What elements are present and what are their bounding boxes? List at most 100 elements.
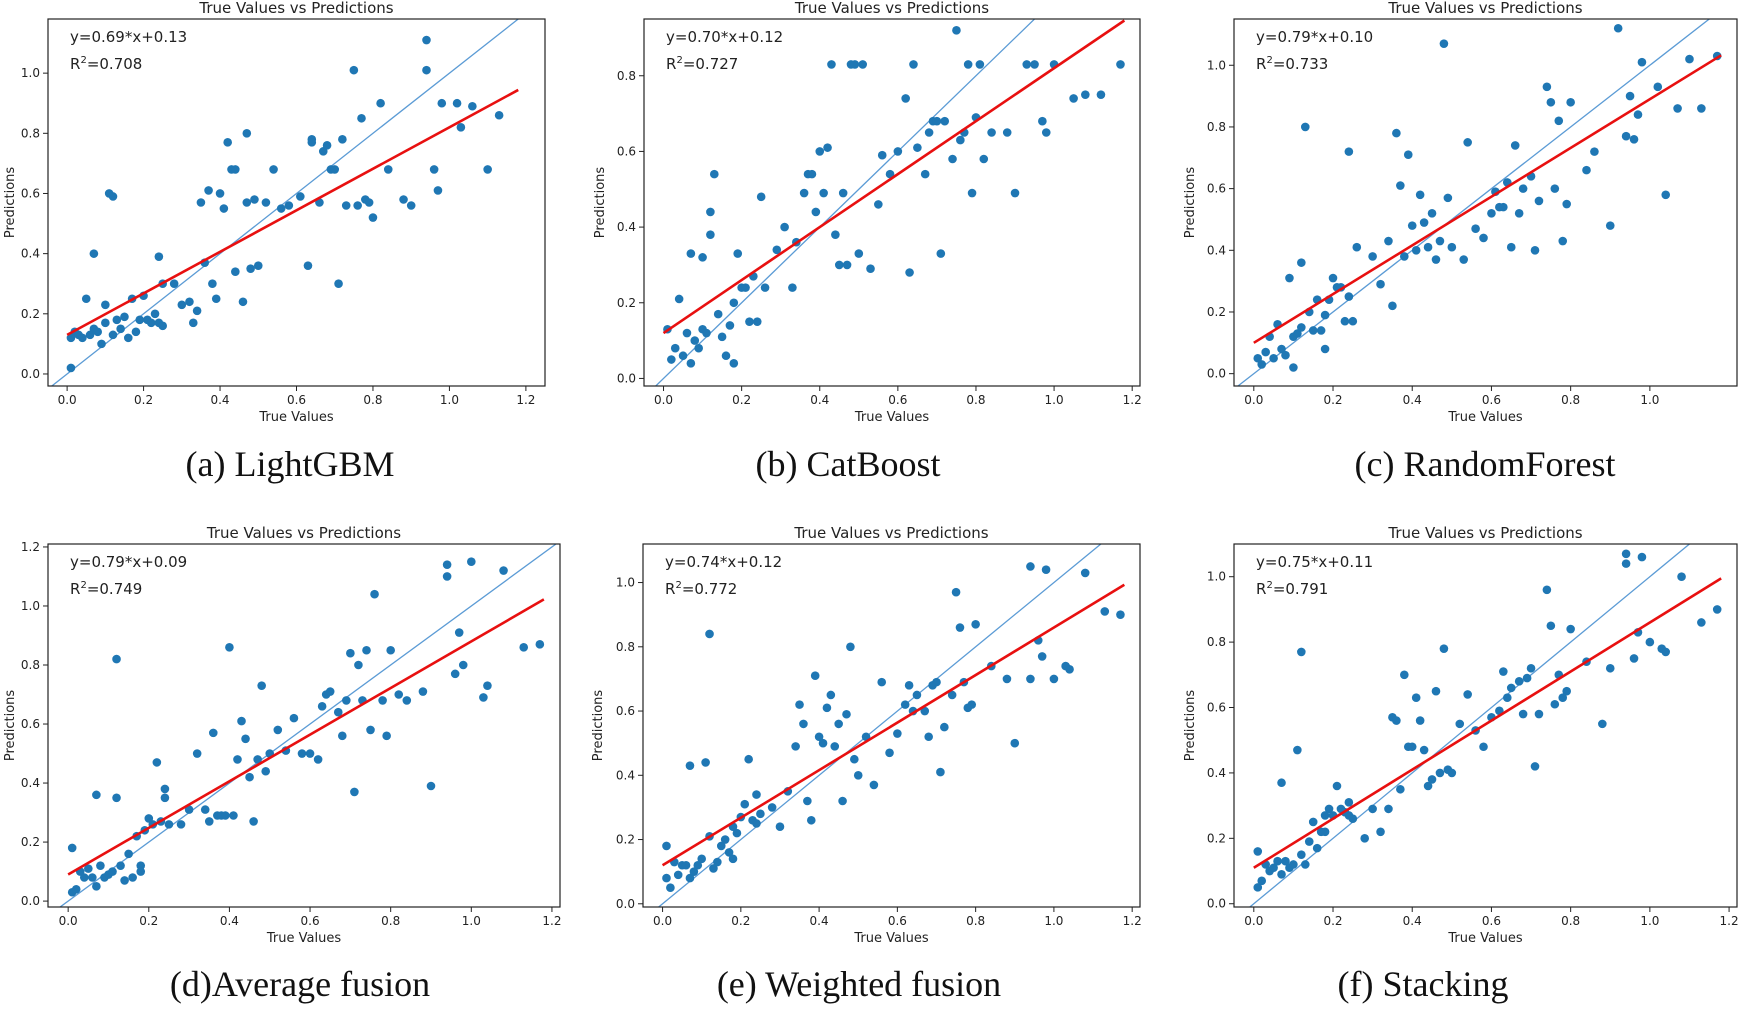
data-point <box>1348 814 1358 824</box>
data-point <box>353 201 362 210</box>
data-point <box>112 315 122 325</box>
data-point <box>732 828 742 838</box>
chart-title: True Values vs Predictions <box>1387 0 1582 17</box>
data-point <box>184 805 194 814</box>
data-point <box>1041 565 1051 574</box>
data-point <box>1376 279 1385 289</box>
data-point <box>1253 883 1263 892</box>
y-tick-label: 0.8 <box>1207 635 1226 649</box>
data-point <box>78 333 87 343</box>
data-point <box>1415 716 1425 725</box>
data-point <box>494 110 504 120</box>
data-point <box>1590 147 1599 156</box>
x-axis-label: True Values <box>853 931 928 946</box>
x-tick-label: 0.8 <box>1561 393 1580 407</box>
data-point <box>1277 344 1286 354</box>
data-point <box>1554 116 1564 126</box>
data-point <box>1281 350 1290 360</box>
data-point <box>422 35 431 45</box>
data-point <box>767 803 777 812</box>
chart-title: True Values vs Predictions <box>1387 524 1582 542</box>
data-point <box>1293 745 1302 755</box>
data-point <box>450 669 460 679</box>
data-point <box>713 857 722 867</box>
x-tick-label: 0.2 <box>731 914 750 928</box>
data-point <box>720 835 730 844</box>
data-point <box>383 165 393 174</box>
data-point <box>426 781 436 791</box>
data-point <box>877 150 887 160</box>
data-point <box>885 169 895 179</box>
data-point <box>176 820 186 829</box>
x-tick-label: 0.8 <box>363 393 382 407</box>
data-point <box>116 324 125 334</box>
x-tick-label: 1.2 <box>542 914 561 928</box>
plot-area <box>50 19 520 386</box>
data-point <box>215 189 225 198</box>
data-point <box>192 749 202 758</box>
data-point <box>317 702 327 711</box>
data-point <box>233 755 242 764</box>
data-point <box>967 188 977 198</box>
y-tick-label: 0.2 <box>1207 305 1226 319</box>
data-point <box>346 648 355 658</box>
data-point <box>269 165 278 174</box>
data-point <box>303 261 313 270</box>
y-tick-label: 0.0 <box>1207 897 1226 911</box>
data-point <box>682 328 692 338</box>
data-point <box>334 279 343 289</box>
data-point <box>124 849 133 859</box>
y-tick-label: 0.4 <box>1207 243 1226 257</box>
x-tick-label: 0.4 <box>810 914 829 928</box>
data-point <box>231 267 240 276</box>
data-point <box>1300 122 1310 132</box>
data-point <box>967 700 977 709</box>
data-point <box>67 843 77 853</box>
data-point <box>905 268 914 277</box>
y-tick-label: 0.0 <box>617 371 636 385</box>
y-tick-label: 0.0 <box>21 894 40 908</box>
data-point <box>1010 188 1020 198</box>
data-point <box>913 143 922 152</box>
data-point <box>1368 804 1377 814</box>
x-tick-label: 0.0 <box>59 914 78 928</box>
data-point <box>1360 834 1370 843</box>
data-point <box>1049 674 1059 684</box>
y-tick-label: 0.4 <box>21 776 40 790</box>
regression-equation: y=0.79*x+0.09 <box>70 553 187 571</box>
data-point <box>164 820 174 829</box>
data-point <box>79 873 89 882</box>
data-point <box>1435 768 1445 778</box>
axes-frame <box>1233 18 1738 387</box>
data-point <box>242 129 252 138</box>
data-point <box>84 864 93 873</box>
x-tick-label: 0.2 <box>732 393 751 407</box>
data-point <box>1344 292 1354 301</box>
data-point <box>442 560 452 569</box>
data-point <box>686 249 696 258</box>
data-point <box>709 864 718 873</box>
data-point <box>1514 208 1524 218</box>
y-tick-label: 0.4 <box>1207 766 1226 780</box>
r-squared-value: =0.708 <box>87 55 143 73</box>
data-point <box>241 734 250 744</box>
data-point <box>1487 208 1496 218</box>
x-axis-label: True Values <box>854 410 929 425</box>
x-tick-label: 0.4 <box>1403 393 1422 407</box>
regression-equation: y=0.69*x+0.13 <box>70 28 187 46</box>
data-point <box>458 660 468 670</box>
y-tick-label: 0.6 <box>1207 182 1226 196</box>
data-point <box>693 860 703 870</box>
data-point <box>249 817 258 826</box>
regression-line <box>662 19 1126 335</box>
x-tick-label: 0.4 <box>220 914 239 928</box>
data-point <box>1546 621 1556 631</box>
data-point <box>123 333 133 343</box>
data-point <box>338 135 347 144</box>
data-point <box>257 681 266 690</box>
data-point <box>760 283 770 292</box>
data-point <box>112 793 121 803</box>
data-point <box>752 790 761 799</box>
data-point <box>893 729 902 738</box>
panel-lightgbm: True Values vs Predictions 0.0 0.2 0.4 0.6 0.… <box>3 0 546 484</box>
